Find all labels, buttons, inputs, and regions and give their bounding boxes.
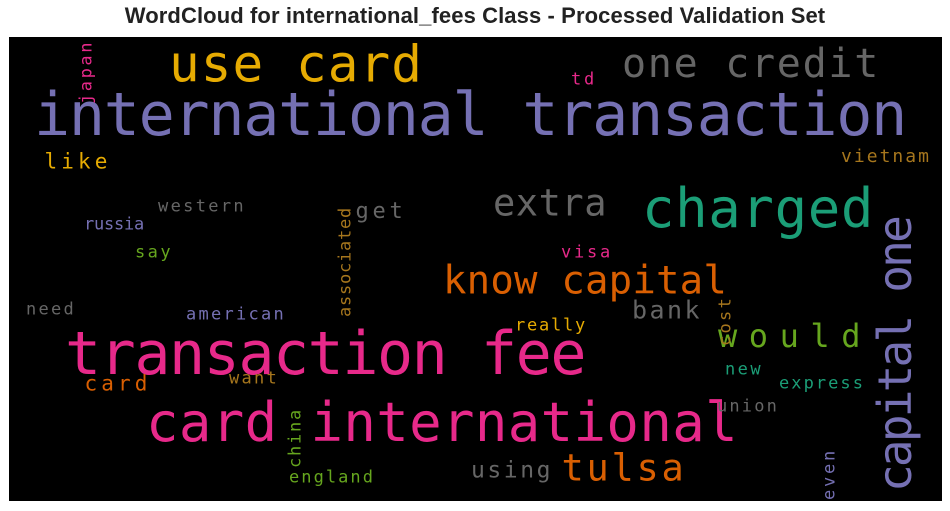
word-cloud-word: using <box>471 457 553 484</box>
word-cloud-word: td <box>571 69 597 90</box>
word-cloud-panel: international transaction transaction fee… <box>9 37 942 501</box>
word-cloud-word: really <box>515 315 587 336</box>
word-cloud-word: international transaction <box>34 80 907 150</box>
word-cloud-word: say <box>135 242 173 263</box>
word-cloud-word: use card <box>169 37 423 95</box>
word-cloud-word: one credit <box>622 41 880 87</box>
word-cloud-word: england <box>289 467 375 488</box>
word-cloud-word: need <box>26 299 76 320</box>
word-cloud-word: american <box>186 304 286 325</box>
word-cloud-word: get <box>355 199 407 224</box>
word-cloud-word: russia <box>84 214 144 235</box>
word-cloud-word: bank <box>632 295 702 325</box>
word-cloud-word: visa <box>561 242 613 263</box>
word-cloud-word: tulsa <box>561 446 687 490</box>
word-cloud-word: card <box>84 371 152 396</box>
word-cloud-word: china <box>285 408 306 468</box>
word-cloud-word: would <box>718 317 872 355</box>
word-cloud-word: transaction fee <box>65 319 586 389</box>
word-cloud-word: like <box>44 149 112 174</box>
chart-title: WordCloud for international_fees Class -… <box>124 3 826 28</box>
word-cloud-word: extra <box>493 181 607 225</box>
word-cloud-word: know capital <box>443 258 727 304</box>
word-cloud-word: japan <box>76 40 97 104</box>
word-cloud-word: charged <box>642 177 874 240</box>
word-cloud-word: even <box>819 448 840 500</box>
word-cloud-word: vietnam <box>841 146 931 167</box>
word-cloud-word: cost <box>715 296 736 346</box>
word-cloud-word: express <box>779 373 865 394</box>
word-cloud-word: card international <box>146 391 738 454</box>
word-cloud-word: want <box>229 368 279 389</box>
word-cloud-word: western <box>158 196 246 217</box>
word-cloud-word: associated <box>335 207 356 317</box>
word-cloud-word: capital one <box>868 218 922 492</box>
word-cloud-word: new <box>725 359 763 380</box>
word-cloud-word: union <box>717 396 779 417</box>
